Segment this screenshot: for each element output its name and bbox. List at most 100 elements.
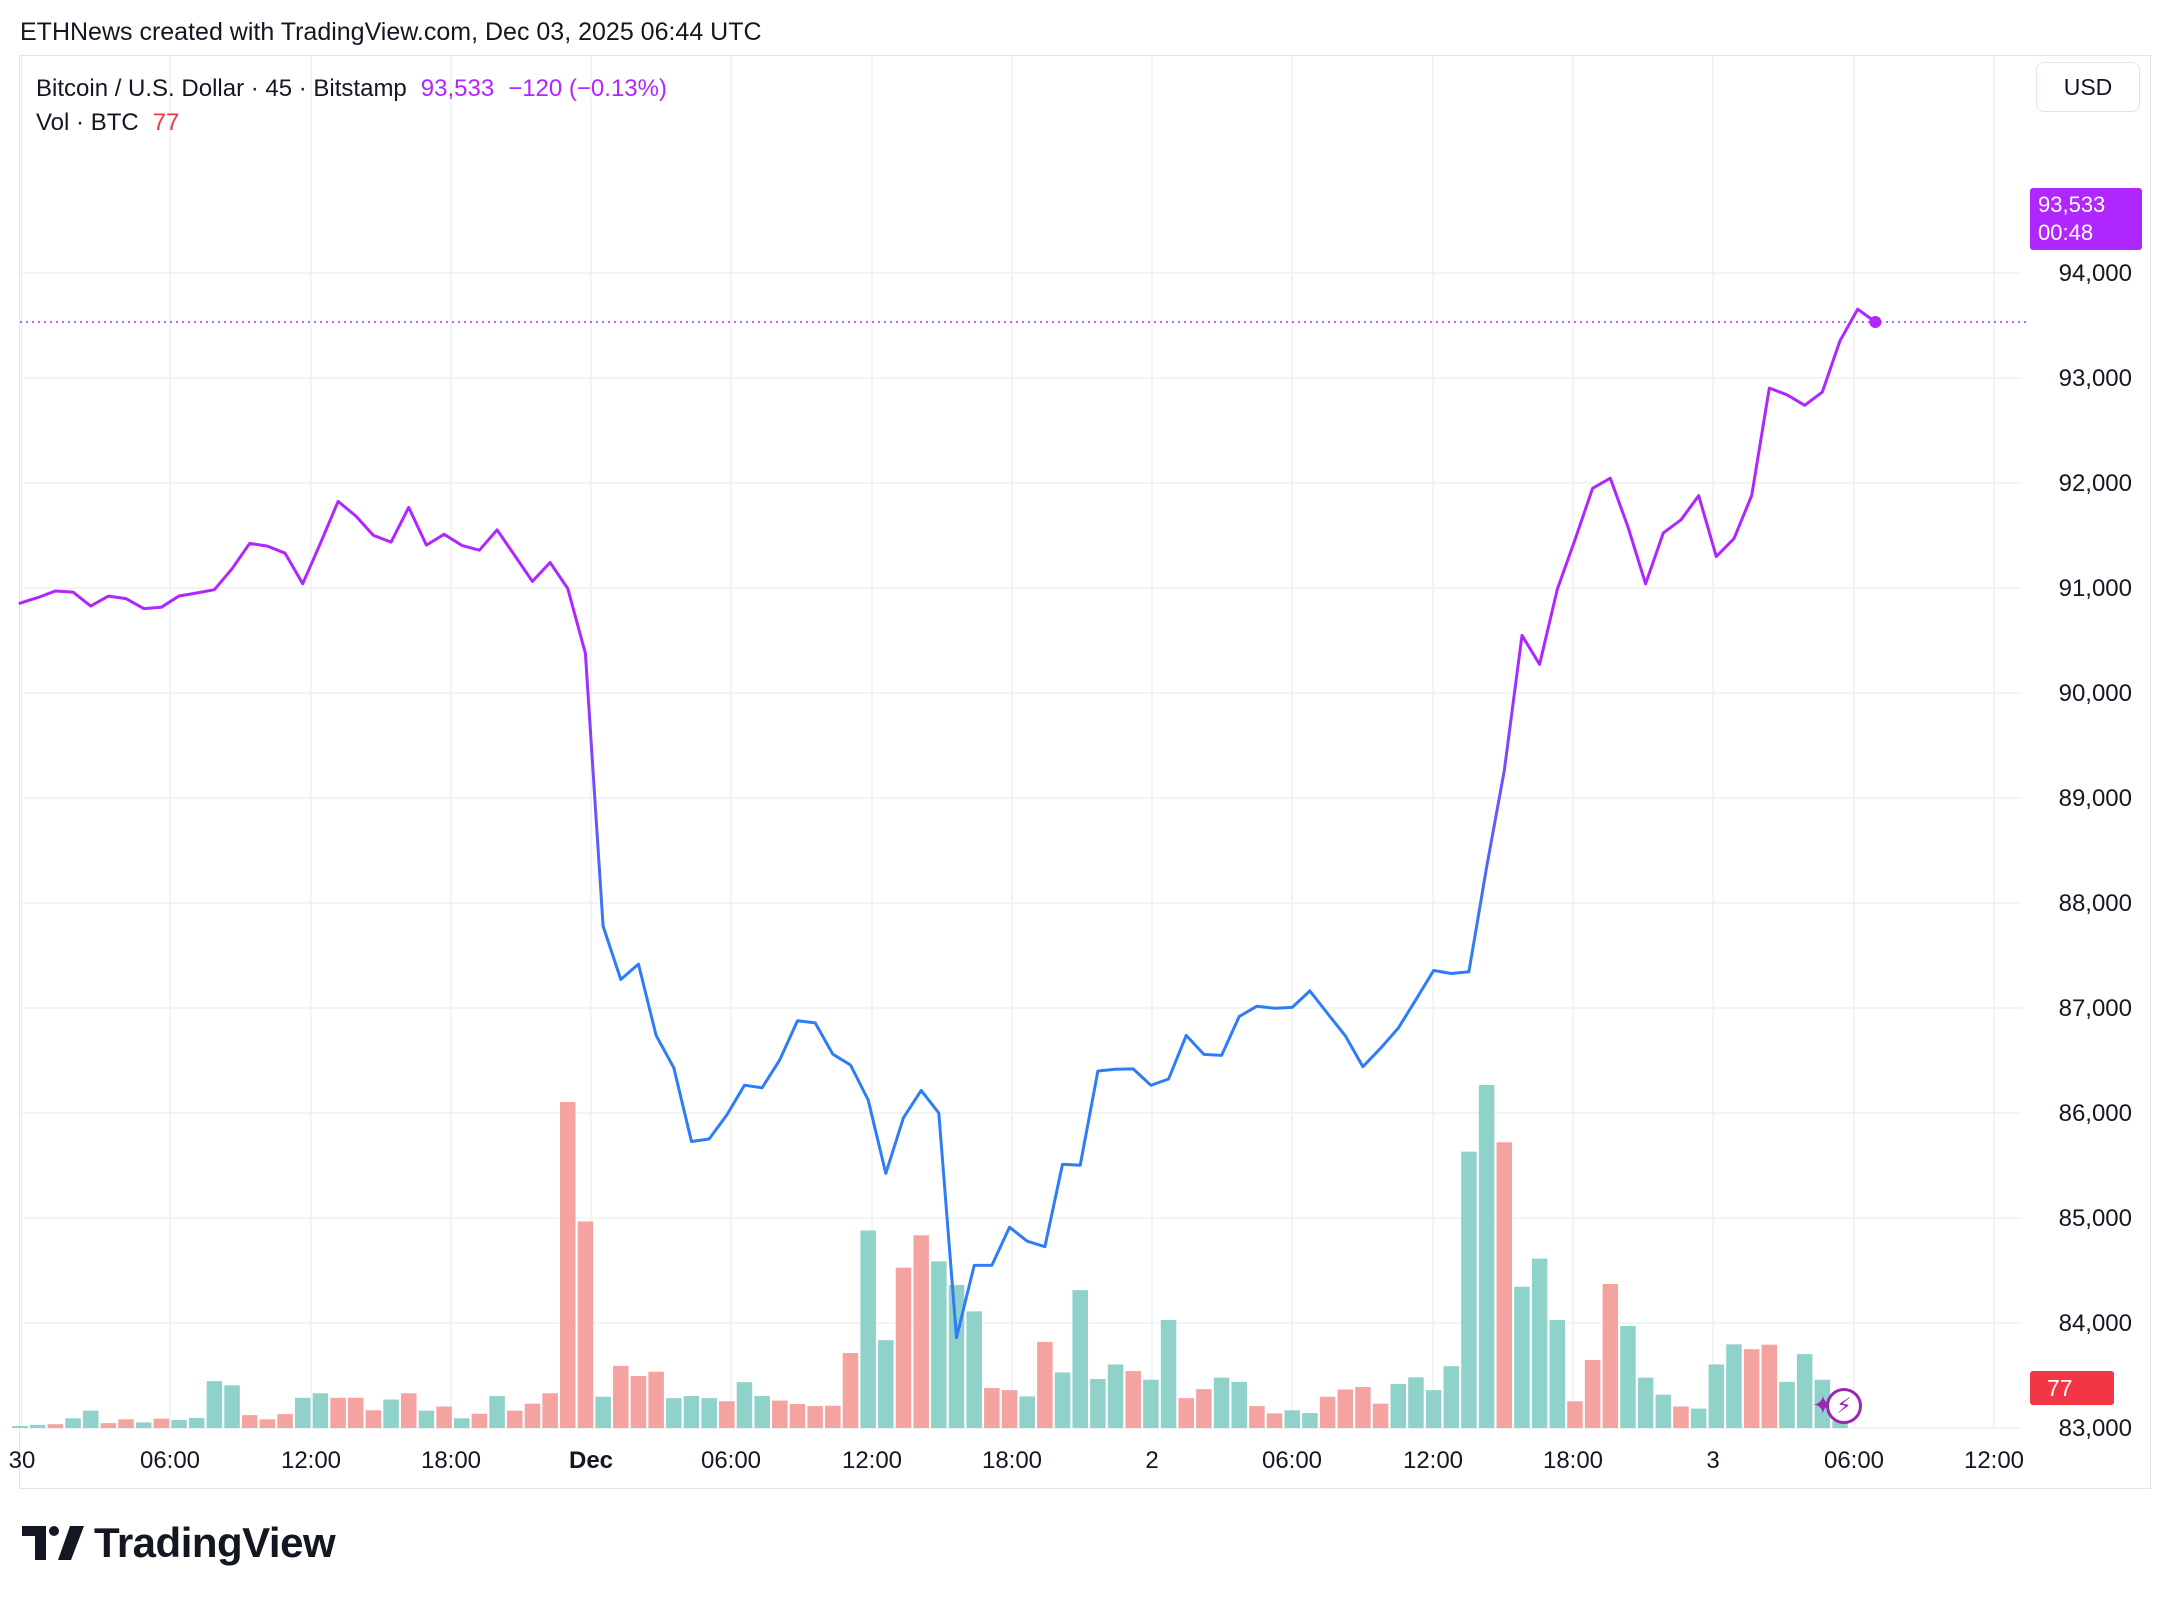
volume-bar xyxy=(1478,1085,1495,1428)
volume-bar xyxy=(807,1406,823,1428)
volume-bar xyxy=(1673,1406,1689,1428)
time-tick-label: 12:00 xyxy=(1964,1447,2024,1474)
volume-bar xyxy=(630,1375,647,1428)
volume-bar xyxy=(666,1398,682,1428)
volume-bar xyxy=(100,1423,117,1428)
volume-bar xyxy=(118,1419,134,1428)
volume-bar xyxy=(1090,1379,1106,1428)
price-tick-label: 89,000 xyxy=(2059,785,2132,812)
volume-bar xyxy=(1072,1290,1088,1428)
tradingview-logo-icon xyxy=(22,1526,84,1560)
volume-bar xyxy=(1372,1403,1389,1428)
volume-bar xyxy=(1160,1320,1177,1428)
volume-bar xyxy=(365,1410,382,1428)
volume-bar xyxy=(736,1382,753,1428)
volume-bar xyxy=(772,1400,788,1428)
volume-bar xyxy=(1196,1389,1212,1428)
volume-bar xyxy=(188,1417,205,1428)
volume-bar xyxy=(29,1424,46,1428)
symbol-description[interactable]: Bitcoin / U.S. Dollar · 45 · Bitstamp xyxy=(36,75,407,102)
time-tick-label: Dec xyxy=(569,1447,613,1474)
time-tick-label: 18:00 xyxy=(421,1447,481,1474)
volume-bar xyxy=(1231,1381,1247,1428)
price-tick-label: 86,000 xyxy=(2059,1100,2132,1127)
volume-bar xyxy=(1408,1377,1424,1428)
volume-bar xyxy=(135,1422,152,1428)
time-tick-label: 06:00 xyxy=(1824,1447,1884,1474)
volume-bar xyxy=(648,1371,664,1428)
volume-bar xyxy=(1178,1398,1194,1428)
chart-legend: Bitcoin / U.S. Dollar · 45 · Bitstamp 93,… xyxy=(36,72,667,140)
tradingview-logo[interactable]: TradingView xyxy=(22,1519,336,1566)
time-tick-label: 3 xyxy=(1706,1447,1719,1474)
volume-bar xyxy=(489,1396,505,1428)
volume-bar xyxy=(931,1261,947,1428)
time-tick-label: 06:00 xyxy=(701,1447,761,1474)
volume-bar xyxy=(171,1420,187,1428)
volume-value-label: 77 xyxy=(2030,1371,2114,1405)
volume-bar xyxy=(1337,1389,1353,1428)
volume-bar xyxy=(294,1397,311,1428)
volume-bar xyxy=(789,1404,806,1428)
time-tick-label: 30 xyxy=(9,1447,36,1474)
volume-bar xyxy=(82,1410,99,1428)
volume-bar xyxy=(1743,1349,1760,1428)
volume-bar xyxy=(454,1418,470,1428)
volume-bar xyxy=(895,1267,912,1428)
volume-bar xyxy=(1602,1283,1619,1428)
volume-bar xyxy=(1355,1387,1371,1428)
price-tick-label: 84,000 xyxy=(2059,1310,2132,1337)
volume-bar xyxy=(471,1413,488,1428)
volume-bar xyxy=(1461,1151,1477,1428)
time-tick-label: 18:00 xyxy=(1543,1447,1603,1474)
price-tick-label: 90,000 xyxy=(2059,680,2132,707)
price-tick-label: 83,000 xyxy=(2059,1415,2132,1442)
volume-bar xyxy=(825,1405,841,1428)
time-tick-label: 18:00 xyxy=(982,1447,1042,1474)
bar-countdown: 00:48 xyxy=(2038,220,2094,245)
volume-bar xyxy=(153,1418,170,1428)
volume-bars xyxy=(12,1085,1848,1428)
volume-bar xyxy=(1037,1341,1053,1428)
volume-bar xyxy=(1708,1364,1725,1428)
volume-bar xyxy=(1655,1394,1672,1428)
volume-bar xyxy=(1390,1383,1407,1428)
time-tick-label: 2 xyxy=(1145,1447,1158,1474)
volume-bar xyxy=(860,1230,876,1428)
volume-indicator-name[interactable]: Vol · BTC xyxy=(36,109,139,136)
price-tick-label: 91,000 xyxy=(2059,575,2132,602)
volume-bar xyxy=(224,1385,240,1428)
volume-bar xyxy=(1213,1377,1230,1428)
volume-bar xyxy=(206,1381,223,1428)
volume-bar xyxy=(1620,1325,1636,1428)
volume-bar xyxy=(1761,1344,1778,1428)
lightning-icon[interactable]: ⚡ xyxy=(1826,1388,1862,1424)
last-price-label: 93,533 00:48 xyxy=(2030,188,2142,250)
price-axis[interactable]: 83,000 84,000 85,000 86,000 87,000 88,000 89,0… xyxy=(2059,260,2132,1442)
chart-pane[interactable] xyxy=(19,55,2151,1489)
price-tick-label: 93,000 xyxy=(2059,365,2132,392)
price-tick-label: 92,000 xyxy=(2059,470,2132,497)
volume-bar xyxy=(1107,1364,1124,1428)
volume-bar xyxy=(1249,1406,1265,1428)
volume-bar xyxy=(1549,1320,1566,1428)
volume-bar xyxy=(330,1397,346,1428)
price-line xyxy=(18,307,1877,1340)
volume-bar xyxy=(878,1340,894,1428)
time-tick-label: 06:00 xyxy=(1262,1447,1322,1474)
last-price-value: 93,533 xyxy=(2038,192,2106,217)
volume-bar xyxy=(1637,1377,1654,1428)
time-axis[interactable]: 30 06:00 12:00 18:00 Dec 06:00 12:00 18:00 2 06:0… xyxy=(9,1447,2024,1474)
volume-bar xyxy=(259,1419,276,1428)
volume-bar xyxy=(701,1398,717,1428)
volume-bar xyxy=(754,1396,770,1428)
volume-bar xyxy=(948,1284,965,1428)
volume-bar xyxy=(241,1415,258,1428)
volume-bar xyxy=(1001,1390,1018,1428)
volume-bar xyxy=(719,1401,735,1428)
volume-bar xyxy=(842,1353,859,1428)
volume-bar xyxy=(47,1424,64,1428)
currency-button[interactable]: USD xyxy=(2036,62,2140,112)
legend-symbol-row: Bitcoin / U.S. Dollar · 45 · Bitstamp 93,… xyxy=(36,72,667,106)
